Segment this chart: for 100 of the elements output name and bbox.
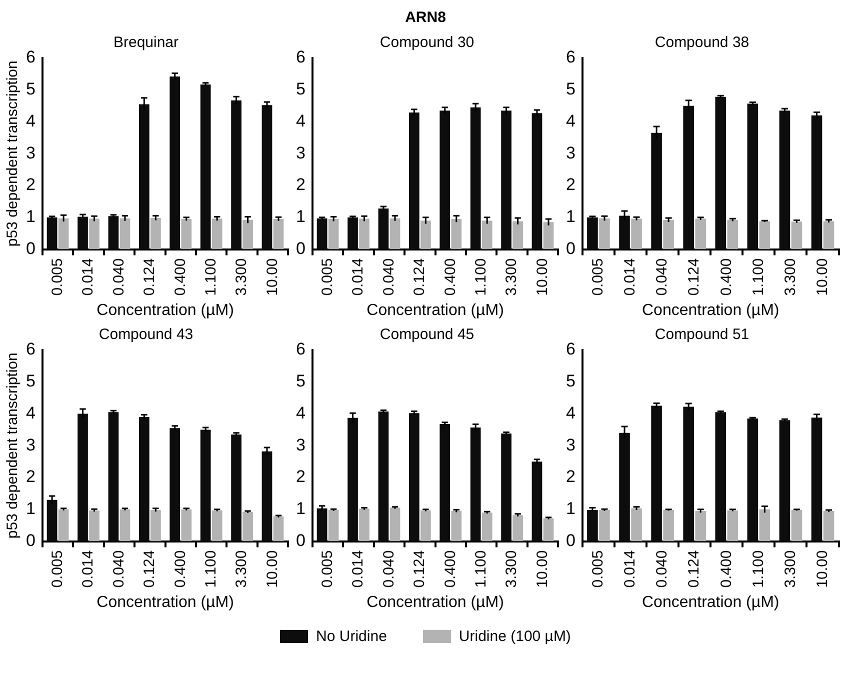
bar: [150, 510, 161, 542]
bar: [587, 510, 598, 542]
x-tick-label: 0.040: [380, 258, 398, 296]
x-tick-label: 0.040: [654, 258, 671, 296]
y-tick-label: 5: [296, 372, 306, 391]
x-tick-label: 0.400: [718, 258, 735, 296]
bar: [120, 509, 130, 542]
y-tick-label: 1: [296, 207, 306, 226]
x-tick-label: 0.040: [110, 550, 128, 588]
bar: [138, 416, 150, 542]
bar: [823, 510, 834, 542]
x-tick-label: 0.124: [686, 550, 703, 588]
y-tick-label: 6: [26, 48, 36, 67]
bar: [715, 412, 726, 542]
bar: [451, 218, 462, 250]
y-tick-label: 5: [296, 80, 306, 99]
y-tick-label: 1: [296, 499, 306, 518]
bar: [316, 218, 328, 250]
bar: [378, 412, 389, 542]
chart-title: Brequinar: [113, 34, 179, 52]
bar: [262, 451, 272, 542]
bar: [512, 221, 523, 250]
bar: [170, 76, 180, 250]
bar: [58, 509, 69, 542]
bar: [170, 428, 180, 542]
y-tick-label: 2: [26, 467, 36, 486]
bar: [747, 418, 758, 542]
bar: [501, 110, 512, 250]
bar: [78, 414, 88, 542]
bar: [715, 96, 726, 250]
bar: [420, 220, 431, 250]
bar: [348, 418, 358, 542]
bar: [181, 509, 192, 542]
x-tick-label: 10.00: [534, 550, 551, 588]
bar: [200, 84, 211, 250]
bar: [58, 218, 69, 250]
x-tick-label: 10.00: [534, 258, 551, 296]
x-tick-label: 0.005: [590, 550, 607, 588]
x-tick-label: 0.400: [172, 258, 189, 296]
bar: [108, 412, 119, 542]
bar: [408, 112, 420, 250]
y-axis-title: p53 dependent transcription: [4, 60, 22, 247]
y-tick-label: 6: [296, 48, 306, 67]
y-tick-label: 0: [296, 238, 306, 258]
x-tick-label: 0.005: [318, 258, 336, 296]
bar: [181, 218, 192, 250]
bar: [328, 510, 339, 542]
bar: [138, 104, 150, 250]
bar: [747, 104, 758, 250]
bar: [390, 508, 400, 542]
y-tick-label: 1: [26, 207, 36, 226]
x-tick-label: 10.00: [814, 258, 831, 296]
bar: [759, 509, 770, 542]
x-axis-title: Concentration (µM): [642, 302, 780, 319]
y-tick-label: 4: [26, 403, 36, 422]
bar: [482, 220, 492, 250]
y-tick-label: 5: [26, 372, 36, 391]
y-tick-label: 1: [26, 499, 36, 518]
y-tick-label: 5: [566, 372, 576, 391]
y-tick-label: 2: [296, 467, 306, 486]
bar: [663, 510, 674, 542]
bar: [200, 430, 211, 542]
bar: [779, 110, 790, 250]
x-tick-label: 0.040: [380, 550, 398, 588]
bar: [695, 510, 706, 542]
chart-title: Compound 30: [380, 34, 474, 52]
x-tick-label: 0.005: [48, 258, 66, 296]
y-tick-label: 3: [26, 435, 36, 454]
bar: [501, 434, 512, 542]
y-tick-label: 6: [26, 340, 36, 359]
bar: [328, 218, 339, 250]
x-tick-label: 0.014: [350, 258, 367, 296]
legend-label: Uridine (100 µM): [458, 628, 571, 645]
y-tick-label: 5: [26, 80, 36, 99]
y-tick-label: 6: [296, 340, 306, 359]
y-tick-label: 0: [26, 238, 36, 258]
x-tick-label: 0.014: [350, 550, 367, 588]
bar: [683, 106, 694, 250]
bar: [212, 510, 222, 542]
bar: [651, 406, 662, 542]
y-tick-label: 4: [566, 111, 576, 130]
x-tick-label: 1.100: [472, 258, 490, 296]
bar: [631, 508, 642, 542]
x-tick-label: 0.014: [622, 550, 639, 588]
x-tick-label: 3.300: [782, 258, 799, 296]
bar: [683, 406, 694, 542]
y-axis-title: p53 dependent transcription: [4, 352, 22, 539]
x-tick-label: 0.005: [590, 258, 607, 296]
chart-title: Compound 45: [380, 326, 474, 344]
y-tick-label: 3: [26, 143, 36, 162]
bar: [120, 218, 130, 250]
bar: [619, 216, 630, 250]
bar: [89, 510, 100, 542]
legend-label: No Uridine: [316, 628, 387, 645]
bar: [619, 432, 630, 542]
bar: [532, 113, 542, 250]
bar: [440, 424, 450, 542]
y-tick-label: 4: [566, 403, 576, 422]
x-tick-label: 0.014: [622, 258, 639, 296]
x-axis-title: Concentration (µM): [96, 594, 234, 611]
